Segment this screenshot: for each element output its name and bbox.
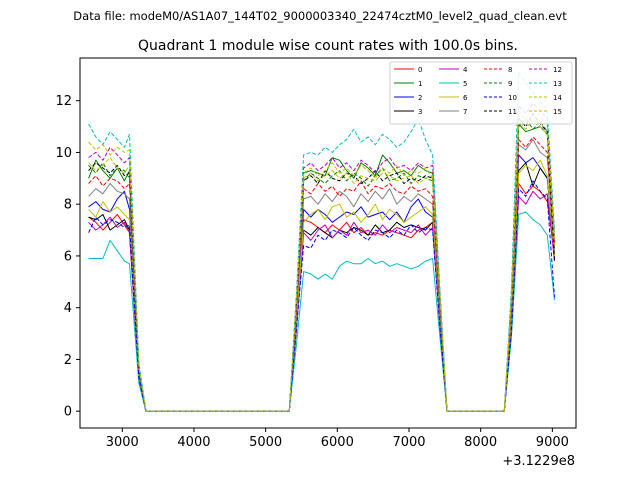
legend-label-3: 3 [418, 108, 422, 116]
series-line-6 [88, 159, 555, 412]
legend-label-6: 6 [463, 94, 468, 102]
y-tick-label: 0 [64, 405, 72, 420]
legend-label-11: 11 [508, 108, 517, 116]
legend-label-10: 10 [508, 94, 517, 102]
series-layer [88, 71, 555, 412]
x-tick-label: 8000 [464, 435, 497, 450]
x-axis: 3000 4000 5000 6000 7000 8000 9000 [106, 428, 569, 450]
series-line-2 [88, 154, 555, 412]
legend-label-0: 0 [418, 66, 422, 74]
series-line-5 [88, 211, 555, 412]
y-tick-label: 12 [55, 94, 72, 109]
x-tick-label: 5000 [249, 435, 282, 450]
legend-label-12: 12 [553, 66, 562, 74]
legend-box [389, 61, 573, 125]
legend-label-13: 13 [553, 80, 562, 88]
series-line-10 [88, 180, 555, 412]
series-line-9 [88, 118, 555, 412]
series-line-7 [88, 139, 555, 412]
x-tick-label: 3000 [106, 435, 139, 450]
x-tick-label: 6000 [321, 435, 354, 450]
legend-label-4: 4 [463, 66, 468, 74]
series-line-15 [88, 118, 555, 412]
y-tick-label: 6 [64, 249, 72, 264]
legend-label-1: 1 [418, 80, 422, 88]
series-line-0 [88, 183, 555, 412]
y-tick-label: 10 [55, 146, 72, 161]
legend-label-7: 7 [463, 108, 467, 116]
series-line-12 [88, 102, 555, 412]
legend-label-5: 5 [463, 80, 467, 88]
axes-frame [79, 57, 577, 429]
y-tick-label: 8 [64, 198, 72, 213]
legend-label-15: 15 [553, 108, 562, 116]
x-tick-label: 4000 [177, 435, 210, 450]
series-line-14 [88, 108, 555, 412]
series-line-1 [88, 123, 555, 412]
series-line-4 [88, 190, 555, 412]
legend-label-2: 2 [418, 94, 422, 102]
legend-label-14: 14 [553, 94, 562, 102]
x-axis-offset-label: +3.1229e8 [502, 454, 575, 469]
y-axis: 0 2 4 6 8 10 12 [55, 94, 80, 420]
figure-suptitle: Data file: modeM0/AS1A07_144T02_90000033… [73, 9, 567, 23]
series-line-11 [88, 113, 555, 412]
y-tick-label: 2 [64, 353, 72, 368]
series-line-3 [88, 162, 555, 412]
x-tick-label: 9000 [536, 435, 569, 450]
legend-label-9: 9 [508, 80, 512, 88]
legend-label-8: 8 [508, 66, 512, 74]
chart-title: Quadrant 1 module wise count rates with … [138, 38, 518, 54]
x-tick-label: 7000 [392, 435, 425, 450]
y-tick-label: 4 [64, 301, 72, 316]
